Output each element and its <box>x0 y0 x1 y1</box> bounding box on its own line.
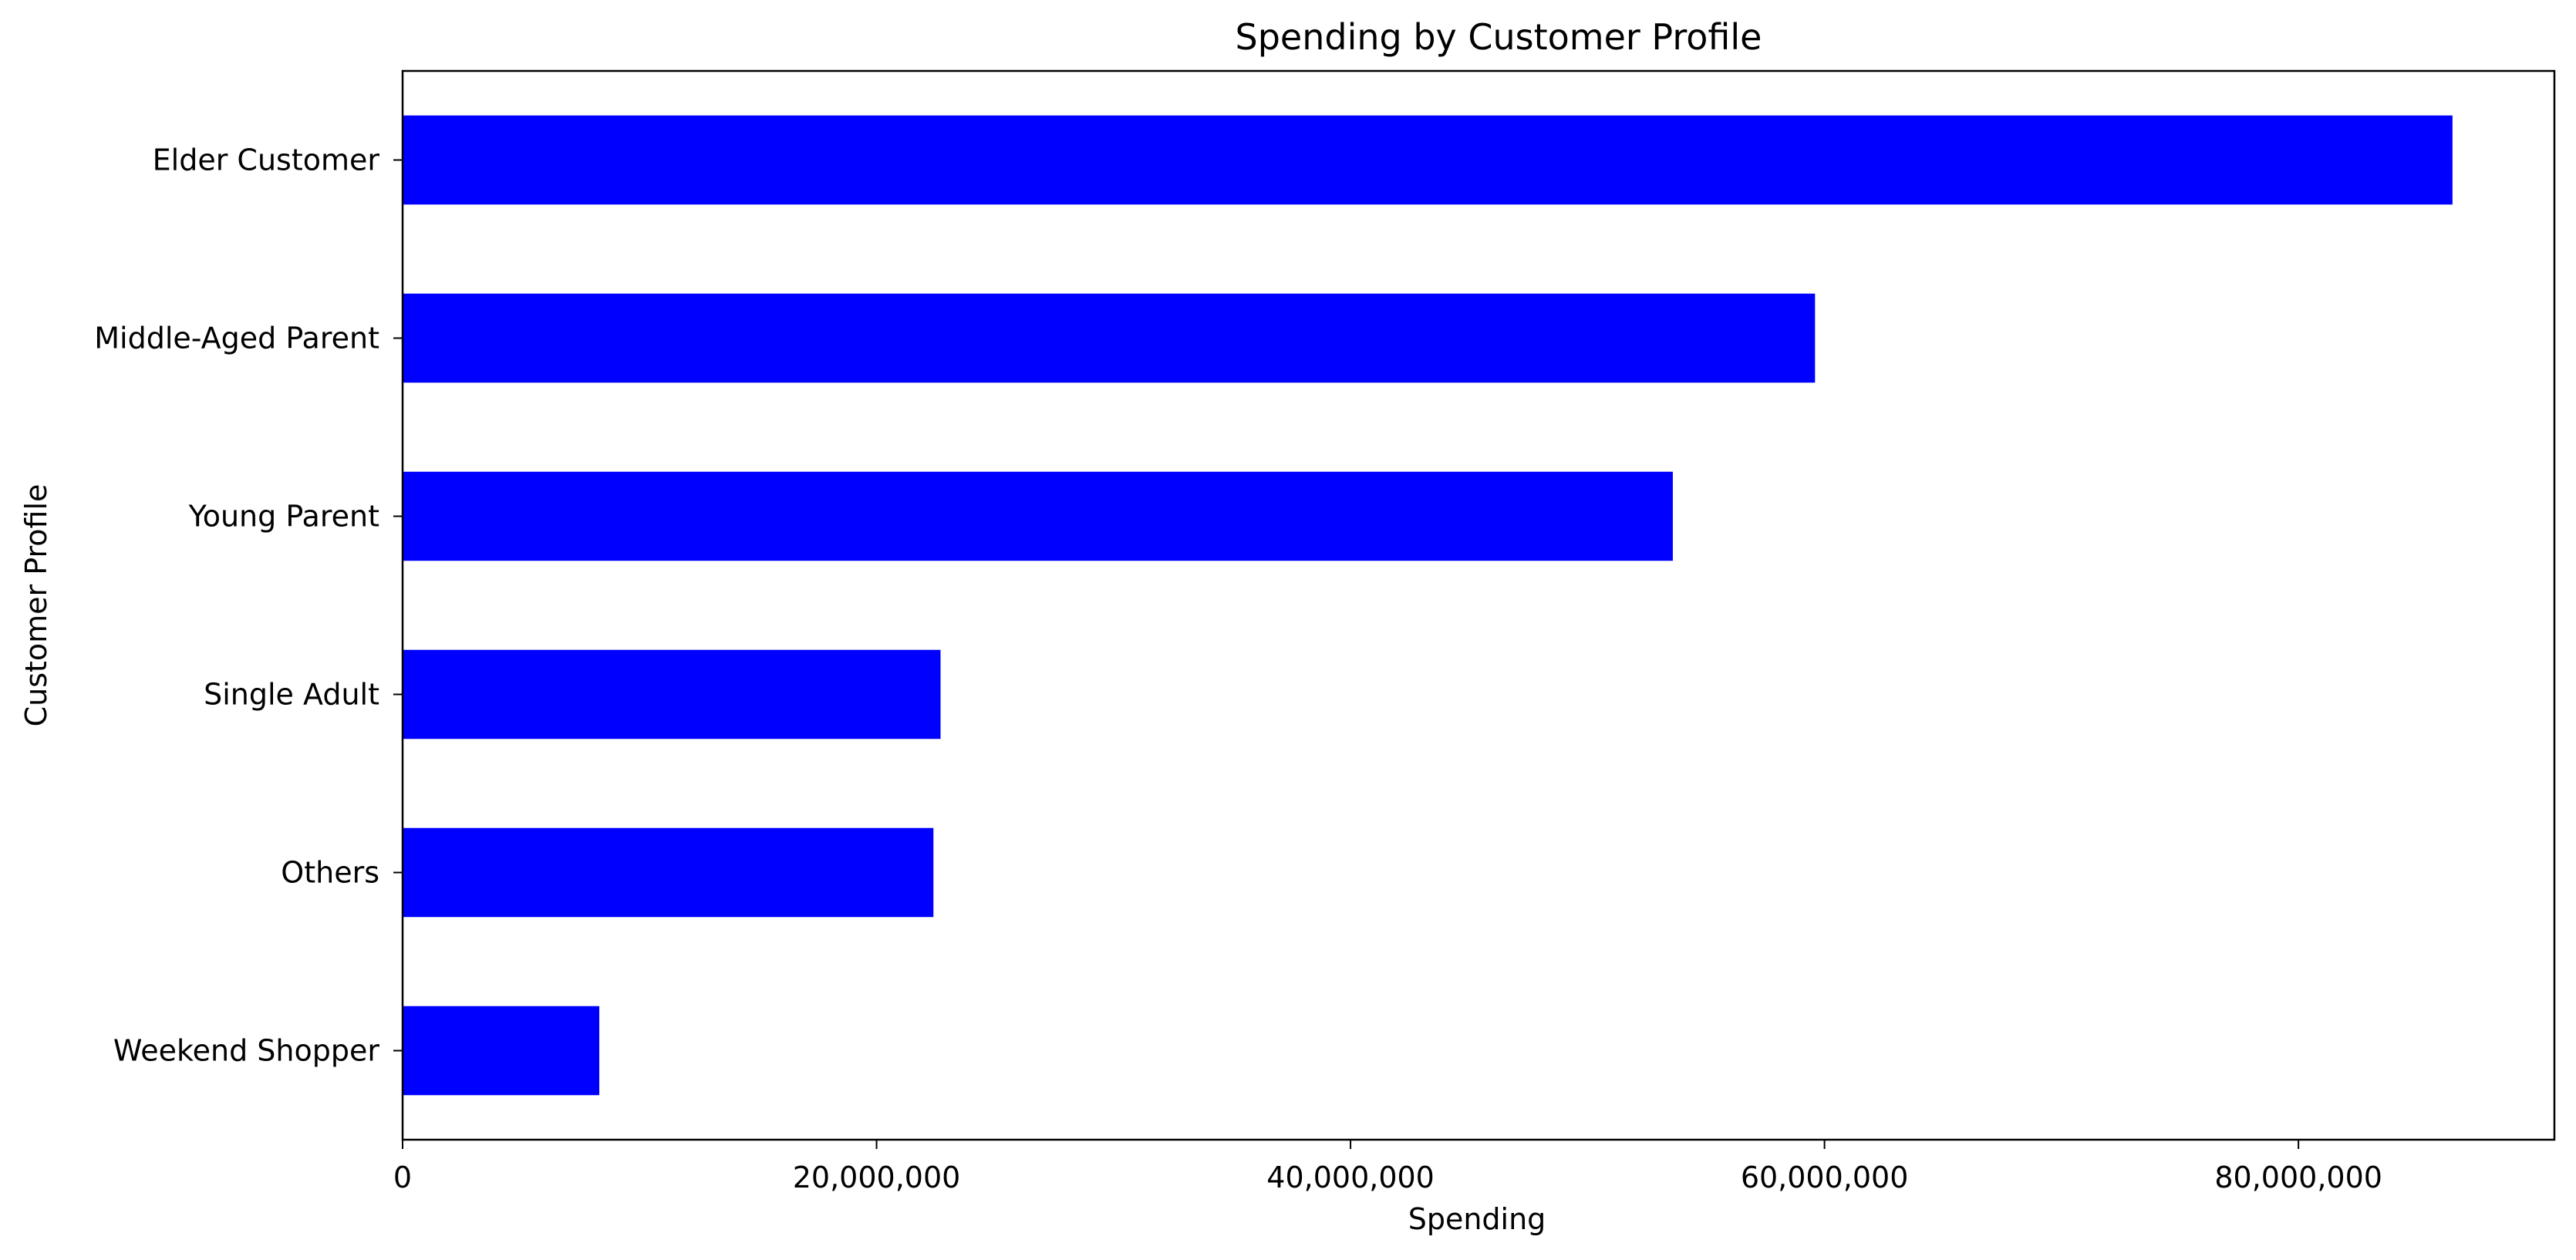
bar <box>403 649 941 739</box>
y-tick-label: Middle-Aged Parent <box>94 322 379 355</box>
y-axis-label: Customer Profile <box>19 484 53 727</box>
plot-area: Elder Customer Middle-Aged Parent Young Pa… <box>94 69 2556 1194</box>
bar <box>403 471 1673 561</box>
y-tick-label: Others <box>281 856 379 890</box>
x-tick-label: 60,000,000 <box>1741 1161 1909 1194</box>
y-tick-label: Young Parent <box>188 500 379 534</box>
x-axis-label: Spending <box>1408 1202 1546 1236</box>
chart-title: Spending by Customer Profile <box>1236 16 1762 58</box>
bar <box>403 115 2453 205</box>
x-tick-label: 80,000,000 <box>2214 1161 2382 1194</box>
x-tick-label: 40,000,000 <box>1266 1161 1435 1194</box>
y-tick-label: Single Adult <box>204 678 379 712</box>
y-tick-label: Elder Customer <box>153 143 380 177</box>
plot-frame <box>401 69 2556 1141</box>
x-tick-label: 0 <box>393 1161 412 1194</box>
y-tick-label: Weekend Shopper <box>113 1034 379 1068</box>
bar <box>403 827 934 918</box>
x-tick-label: 20,000,000 <box>793 1161 961 1194</box>
bar <box>403 1006 600 1096</box>
bar <box>403 293 1816 383</box>
